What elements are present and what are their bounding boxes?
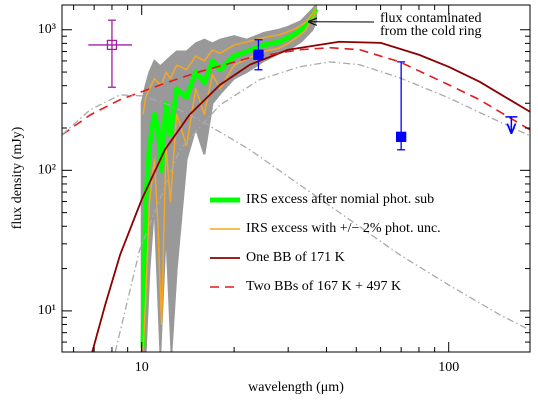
- x-tick-label: 100: [438, 360, 459, 375]
- plot-area: [62, 5, 530, 352]
- y-axis-label: flux density (mJy): [10, 126, 25, 229]
- y-tick-label: 10¹: [38, 303, 56, 318]
- legend-label: Two BBs of 167 K + 497 K: [246, 279, 401, 294]
- series-line: [142, 6, 317, 115]
- x-tick-label: 10: [135, 360, 149, 375]
- series-line: [91, 40, 530, 352]
- series-line: [62, 94, 530, 331]
- y-tick-label: 10³: [38, 22, 56, 37]
- series-line: [142, 11, 317, 352]
- data-point: [253, 49, 264, 60]
- y-tick-label: 10²: [38, 163, 56, 178]
- annotation-text: from the cold ring: [380, 24, 481, 39]
- legend-label: IRS excess after nomial phot. sub: [246, 192, 434, 207]
- legend-label: One BB of 171 K: [246, 250, 345, 265]
- legend-label: IRS excess with +/− 2% phot. unc.: [246, 221, 441, 236]
- annotation-text: flux contaminated: [380, 11, 481, 26]
- series-line: [62, 46, 530, 136]
- series-line: [114, 61, 530, 352]
- data-point: [395, 131, 407, 143]
- axes-frame: [61, 4, 531, 353]
- x-axis-label: wavelength (μm): [248, 380, 344, 395]
- series-line: [140, 8, 319, 348]
- data-point: [106, 39, 118, 51]
